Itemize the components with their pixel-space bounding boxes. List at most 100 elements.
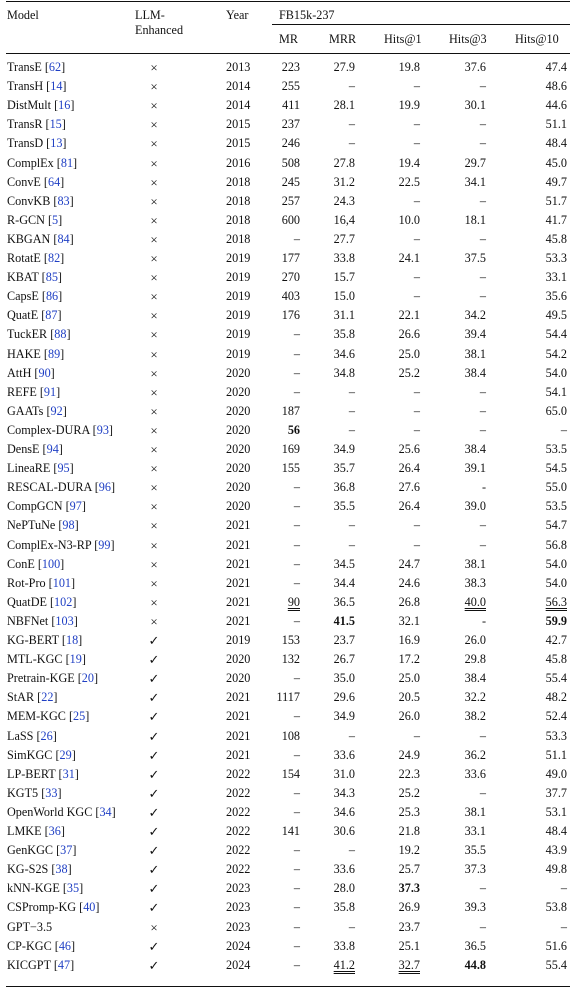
citation-link[interactable]: 18: [65, 633, 79, 647]
citation-link[interactable]: 13: [50, 136, 63, 151]
cross-icon: ×: [150, 174, 158, 190]
table-row: kNN-KGE [35] ✓ 2023 – 28.0 37.3 – –: [0, 879, 573, 898]
h3-cell: –: [479, 728, 486, 743]
citation-link[interactable]: 47: [57, 957, 71, 972]
citation-link[interactable]: 5: [52, 212, 59, 227]
h3-cell: 26.0: [464, 633, 486, 647]
table-row: KICGPT [47] ✓ 2024 – 41.2 32.7 44.8 55.4: [0, 956, 573, 975]
citation-link[interactable]: 96: [98, 480, 111, 495]
year-cell: 2020: [226, 652, 251, 667]
citation-link[interactable]: 26: [40, 728, 53, 743]
table-row: CompGCN [97] × 2020 – 35.5 26.4 39.0 53.5: [0, 497, 573, 516]
model-cell: Complex-DURA [93]: [7, 422, 113, 437]
h3-cell: 37.3: [464, 862, 486, 877]
citation-link[interactable]: 100: [41, 556, 61, 571]
h1-cell: 37.3: [398, 881, 420, 896]
citation-link[interactable]: 99: [98, 537, 111, 552]
model-cell: REFE [91]: [7, 384, 61, 399]
check-icon: ✓: [148, 709, 160, 725]
citation-link[interactable]: 19: [69, 652, 82, 667]
h10-cell: –: [560, 881, 567, 896]
table-row: LineaRE [95] × 2020 155 35.7 26.4 39.1 54.5: [0, 459, 573, 478]
check-icon: ✓: [148, 785, 160, 801]
model-name: NBFNet: [7, 613, 49, 628]
model-name: StAR: [7, 690, 35, 705]
citation-link[interactable]: 97: [69, 499, 82, 514]
check-icon: ✓: [148, 938, 160, 954]
h1-cell: 26.4: [398, 499, 420, 514]
citation-link[interactable]: 102: [54, 594, 73, 609]
table-row: CapsE [86] × 2019 403 15.0 – – 35.6: [0, 287, 573, 306]
bottom-rule: [6, 986, 570, 987]
citation-link[interactable]: 34: [99, 804, 112, 819]
citation-link[interactable]: 29: [59, 747, 72, 762]
citation-link[interactable]: 82: [47, 251, 61, 265]
citation-link[interactable]: 38: [55, 862, 68, 877]
citation-link[interactable]: 101: [52, 575, 71, 590]
model-name: CompGCN: [7, 499, 63, 514]
citation-link[interactable]: 85: [45, 270, 58, 285]
citation-link[interactable]: 90: [38, 365, 51, 380]
citation-link[interactable]: 31: [62, 766, 75, 781]
citation-link[interactable]: 16: [58, 98, 71, 113]
citation-link[interactable]: 46: [58, 938, 71, 953]
citation-link[interactable]: 35: [66, 881, 80, 896]
citation-link[interactable]: 91: [43, 384, 57, 399]
cross-icon: ×: [150, 518, 158, 534]
h3-cell: -: [481, 480, 486, 495]
citation-link[interactable]: 64: [47, 174, 61, 189]
citation-link[interactable]: 22: [41, 690, 54, 705]
citation-link[interactable]: 92: [50, 403, 63, 418]
citation-link[interactable]: 20: [81, 671, 94, 686]
citation-link[interactable]: 89: [47, 346, 61, 361]
h3-cell: -: [481, 613, 486, 628]
h3-cell: –: [479, 919, 486, 934]
model-cell: CP-KGC [46]: [7, 938, 76, 953]
mrr-cell: 34.6: [333, 804, 355, 819]
check-icon: ✓: [148, 633, 160, 648]
model-cell: TransR [15]: [7, 117, 66, 132]
cross-icon: ×: [150, 79, 158, 95]
citation-link[interactable]: 37: [60, 843, 73, 858]
h10-cell: 45.0: [545, 155, 567, 170]
model-cell: GPT−3.5: [7, 918, 52, 937]
citation-link[interactable]: 81: [60, 155, 74, 170]
model-name: NePTuNe: [7, 518, 56, 533]
citation-link[interactable]: 93: [96, 422, 109, 437]
citation-link[interactable]: 15: [49, 117, 62, 132]
citation-link[interactable]: 14: [50, 79, 63, 94]
model-name: GPT−3.5: [7, 919, 53, 934]
citation-link[interactable]: 87: [45, 308, 58, 323]
model-name: CP-KGC: [7, 938, 52, 953]
citation-link[interactable]: 95: [57, 461, 70, 476]
citation-link[interactable]: 84: [57, 231, 70, 246]
h10-cell: 45.8: [545, 231, 567, 246]
h1-cell: –: [413, 384, 420, 399]
year-cell: 2015: [226, 117, 251, 132]
h1-cell: –: [413, 117, 420, 132]
citation-link[interactable]: 86: [45, 289, 59, 304]
h1-cell: 19.4: [398, 155, 420, 170]
year-cell: 2018: [226, 193, 251, 208]
mrr-cell: 34.6: [333, 346, 355, 361]
citation-link[interactable]: 83: [57, 193, 70, 208]
mr-cell: –: [293, 575, 300, 590]
h3-cell: 37.5: [464, 251, 486, 265]
citation-link[interactable]: 25: [73, 709, 86, 724]
model-cell: RotatE [82]: [7, 251, 65, 265]
citation-link[interactable]: 40: [83, 900, 96, 915]
citation-link[interactable]: 33: [45, 785, 58, 800]
citation-link[interactable]: 62: [48, 60, 62, 74]
mrr-cell: –: [348, 518, 355, 533]
citation-link[interactable]: 98: [62, 518, 75, 533]
citation-link[interactable]: 103: [55, 613, 74, 628]
citation-link[interactable]: 88: [54, 327, 67, 342]
year-cell: 2021: [226, 728, 251, 743]
citation-link[interactable]: 36: [48, 824, 61, 838]
h1-cell: 26.4: [398, 461, 420, 476]
mr-cell: 270: [281, 270, 300, 285]
h10-cell: 49.5: [545, 308, 567, 323]
h3-cell: 30.1: [464, 98, 486, 113]
citation-link[interactable]: 94: [46, 442, 59, 456]
mrr-cell: 33.6: [333, 862, 355, 877]
